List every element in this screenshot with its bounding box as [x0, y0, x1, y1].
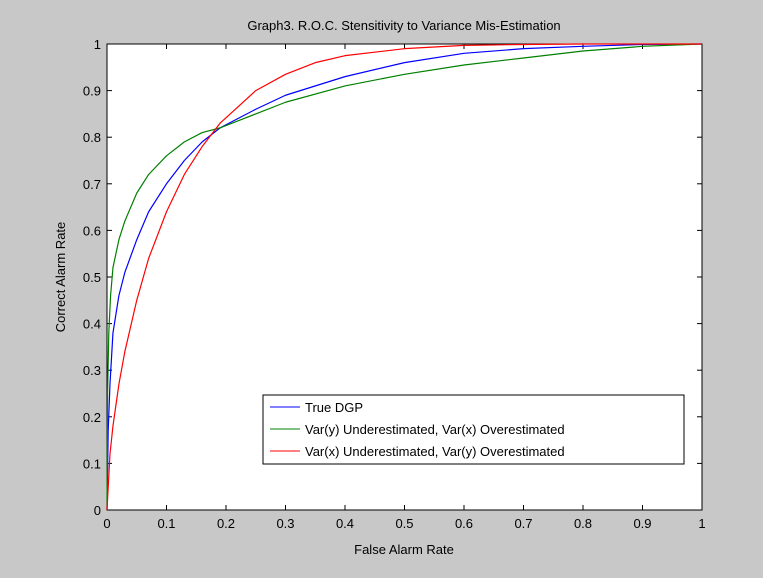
- x-tick-label: 0.2: [217, 516, 235, 531]
- legend: True DGP Var(y) Underestimated, Var(x) O…: [262, 394, 685, 465]
- x-tick-label: 1: [698, 516, 705, 531]
- y-axis-label: Correct Alarm Rate: [53, 222, 68, 333]
- x-tick-label: 0.1: [157, 516, 175, 531]
- y-tick-label: 1: [94, 37, 101, 52]
- legend-label-var-y-underestimated: Var(y) Underestimated, Var(x) Overestima…: [305, 422, 565, 437]
- series-line-var-y-underestimated: [106, 43, 703, 511]
- x-tick-label: 0.3: [276, 516, 294, 531]
- series-line-true-dgp: [106, 43, 703, 511]
- y-tick-label: 0.3: [83, 363, 101, 378]
- legend-label-true-dgp: True DGP: [305, 400, 363, 415]
- y-tick-label: 0.6: [83, 223, 101, 238]
- x-tick-label: 0.9: [633, 516, 651, 531]
- y-tick-label: 0.5: [83, 270, 101, 285]
- x-tick-label: 0: [103, 516, 110, 531]
- y-tick-label: 0.7: [83, 177, 101, 192]
- x-tick-label: 0.6: [455, 516, 473, 531]
- y-tick-label: 0.9: [83, 84, 101, 99]
- y-tick-label: 0.1: [83, 456, 101, 471]
- y-tick-label: 0.2: [83, 410, 101, 425]
- legend-label-var-x-underestimated: Var(x) Underestimated, Var(y) Overestima…: [305, 444, 565, 459]
- y-tick-label: 0: [94, 503, 101, 518]
- y-tick-label: 0.4: [83, 317, 101, 332]
- series-lines: [106, 43, 703, 511]
- y-tick-label: 0.8: [83, 130, 101, 145]
- x-tick-label: 0.8: [574, 516, 592, 531]
- x-tick-label: 0.5: [395, 516, 413, 531]
- legend-box: [262, 394, 685, 465]
- x-tick-label: 0.7: [514, 516, 532, 531]
- x-axis-label: False Alarm Rate: [354, 542, 454, 557]
- x-axis-ticks: 0 0.1 0.2 0.3 0.4 0.5 0.6 0.7 0.8 0.9 1: [103, 44, 706, 531]
- series-line-var-x-underestimated: [106, 43, 702, 511]
- y-axis-ticks: 0 0.1 0.2 0.3 0.4 0.5 0.6 0.7 0.8 0.9 1: [83, 37, 702, 518]
- x-tick-label: 0.4: [336, 516, 354, 531]
- chart-title: Graph3. R.O.C. Stensitivity to Variance …: [247, 18, 560, 33]
